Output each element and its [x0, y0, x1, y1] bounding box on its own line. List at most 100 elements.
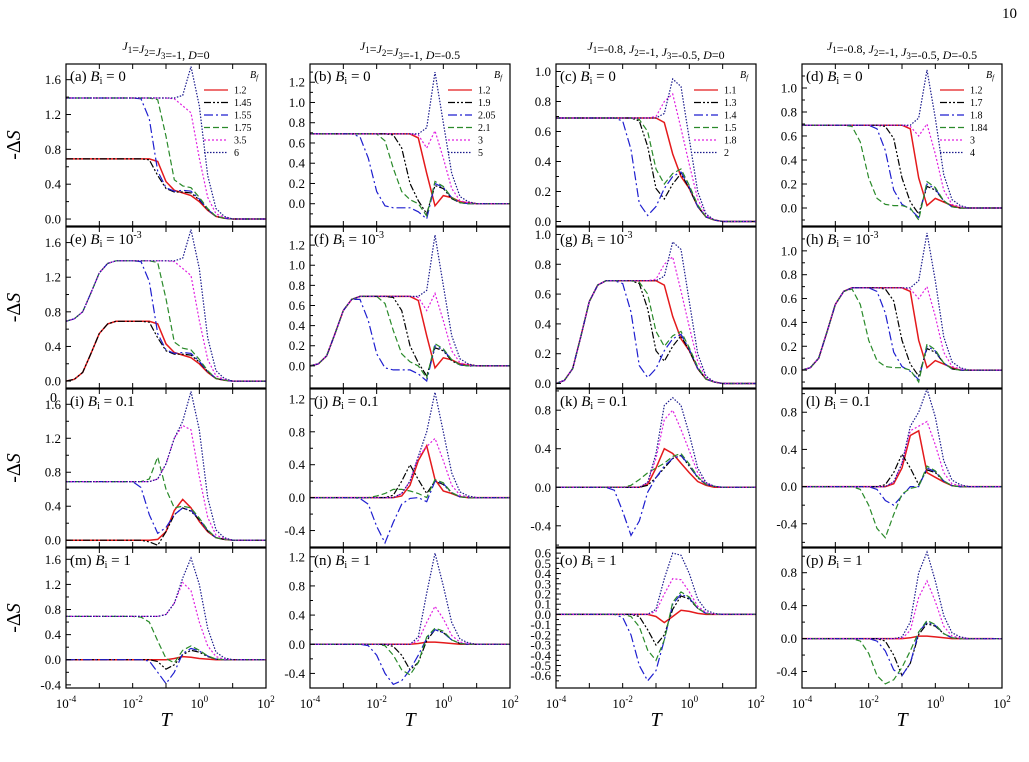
panel-m-xtick-label-base: 10 — [257, 696, 270, 711]
panel-n-label: (n) Bi = 1 — [314, 553, 371, 571]
panel-o-xtick-label-base: 10 — [747, 696, 760, 711]
panel-p-ytick-label: -0.4 — [776, 664, 797, 679]
panel-k-ytick-label: -0.4 — [530, 518, 551, 533]
panel-m-label-letter: (m) — [70, 553, 95, 569]
panel-f: 0.0 0.2 0.4 0.6 0.8 1.0 1.2 (f) Bi = 10-3 — [289, 226, 511, 389]
panel-h-series-1.7 — [802, 287, 1002, 378]
panel-o-ytick-label: 0.4 — [535, 566, 552, 581]
panel-m-label-eq: = 1 — [107, 553, 130, 569]
panel-e-ytick-label: 1.2 — [45, 270, 61, 285]
panel-l-label-sub: i — [833, 401, 836, 412]
panel-h-label-eq: = 10 — [839, 232, 870, 248]
panel-n-series-2.1 — [310, 627, 510, 676]
panel-b-label-letter: (b) — [314, 69, 335, 85]
panel-b-label-sub: i — [344, 76, 347, 87]
column-4-title: J1=-0.8, J2=-1, J3=-0.5, D=-0.5 — [827, 39, 977, 62]
panel-a-label-eq: = 0 — [102, 69, 125, 85]
panel-o-frame — [555, 547, 757, 689]
panel-o-label-sub: i — [590, 560, 593, 571]
panel-d-legend-entry-1.84: 1.84 — [970, 123, 988, 134]
column-1-symbol: J — [122, 39, 128, 53]
panel-g-label: (g) Bi = 10-3 — [560, 230, 633, 250]
panel-n-label-b: B — [335, 553, 344, 569]
panel-b-legend-entry-2.05: 2.05 — [478, 111, 496, 122]
panel-c-label: (c) Bi = 0 — [560, 69, 616, 87]
panel-l-label-eq: = 0.1 — [836, 394, 871, 410]
panel-o-xtick-label-exponent: -2 — [625, 694, 633, 704]
column-2-text: = — [386, 45, 393, 59]
panel-j-ytick-label: 0.0 — [289, 490, 305, 505]
panel-a-legend-entry-1.2: 1.2 — [234, 86, 247, 97]
panel-c-legend-entry-1.1: 1.1 — [724, 86, 737, 97]
panel-n-series-1.9 — [310, 628, 510, 671]
panel-m-xtick-label: 10-4 — [56, 694, 77, 711]
panel-d-label-b: B — [827, 69, 836, 85]
panel-d-label-letter: (d) — [806, 69, 827, 85]
panel-n-xtick-label-base: 10 — [501, 696, 514, 711]
panel-k-label-sub: i — [590, 401, 593, 412]
panel-o-series-1.1 — [556, 609, 756, 624]
panel-o-series-1.3 — [556, 595, 756, 647]
panel-p-label-b: B — [827, 553, 836, 569]
panel-m-xtick-label: 102 — [257, 694, 275, 711]
panel-p-frame — [801, 547, 1003, 689]
panel-j-ytick-label: 0.8 — [289, 424, 305, 439]
panel-o-ytick-label: 0.3 — [535, 576, 551, 591]
panel-m-series-1.55 — [66, 647, 266, 685]
column-2-text: =-0.5 — [434, 48, 460, 62]
panel-e-label-letter: (e) — [70, 232, 90, 248]
panel-m-ylabel-delta: -Δ — [3, 613, 25, 633]
panel-h-ytick-label: 0.8 — [781, 267, 797, 282]
panel-g-ytick-label: 0.2 — [535, 346, 551, 361]
panel-l-ytick-label: 0.0 — [781, 479, 797, 494]
panel-e-series-1.75 — [66, 260, 266, 382]
panel-n-series-5 — [310, 552, 510, 645]
panel-n-xtick-label-exponent: -4 — [313, 694, 321, 704]
panel-d: 0.00.20.40.60.81.0(d) Bi = 0 Bf1.21.71.81… — [781, 63, 1003, 227]
panel-n-label-eq: = 1 — [347, 553, 370, 569]
panel-p-series-3 — [802, 579, 1002, 640]
column-4-symbol: J — [827, 39, 833, 53]
panel-n-xlabel: T — [404, 709, 417, 731]
panel-g-frame — [555, 226, 757, 389]
panel-e-ylabel-delta: -Δ — [3, 303, 25, 323]
column-3-title: J1=-0.8, J2=-1, J3=-0.5, D=0 — [587, 39, 724, 62]
panel-i-frame — [65, 388, 267, 548]
panel-i-series-3.5 — [66, 424, 266, 541]
panel-p-label-eq: = 1 — [839, 553, 862, 569]
panel-p-xtick-label: 10-4 — [792, 694, 813, 711]
panel-g-ytick-label: 0.4 — [535, 316, 552, 331]
panel-o-ytick-label: -0.6 — [530, 668, 551, 683]
panel-k-label: (k) Bi = 0.1 — [560, 394, 628, 412]
panel-g-series-1.8 — [556, 255, 756, 385]
panel-n-ytick-label: -0.4 — [284, 666, 305, 681]
panel-m-series-1.75 — [66, 615, 266, 664]
panel-m-ytick-label: 0.0 — [45, 652, 61, 667]
panel-n-xtick-label-base: 10 — [366, 696, 379, 711]
panel-a-ytick-label: 0.4 — [45, 177, 62, 192]
panel-l: -0.4 0.0 0.4 0.8 (l) Bi = 0.1 — [776, 388, 1003, 548]
panel-d-legend-entry-3: 3 — [970, 136, 975, 147]
panel-j-ytick-label: 1.2 — [289, 391, 305, 406]
panel-c-label-b: B — [580, 69, 589, 85]
column-2-subscript: 1 — [365, 45, 370, 55]
panel-b-ytick-label: 0.8 — [289, 115, 305, 130]
panel-m-series-6 — [66, 556, 266, 661]
panel-a-ytick-label: 0.8 — [45, 142, 61, 157]
panel-n-series-2.05 — [310, 629, 510, 686]
panel-c-legend-title-b: B — [740, 70, 746, 81]
column-1-text: =0 — [197, 48, 210, 62]
panel-o-ytick-label: -0.5 — [530, 658, 551, 673]
panel-f-series-3 — [310, 291, 510, 367]
panel-i-label: (i) Bi = 0.1 — [70, 394, 135, 412]
panel-e-ylabel-s: S — [3, 293, 25, 303]
panel-p-xtick-label: 10-2 — [858, 694, 879, 711]
panel-c-ytick-label: 0.2 — [535, 184, 551, 199]
panel-d-ytick-label: 0.0 — [781, 201, 797, 216]
panel-n-series-3 — [310, 605, 510, 645]
panel-m-series-3.5 — [66, 581, 266, 661]
panel-c-legend-entry-1.8: 1.8 — [724, 136, 737, 147]
panel-a-label: (a) Bi = 0 — [70, 69, 126, 87]
